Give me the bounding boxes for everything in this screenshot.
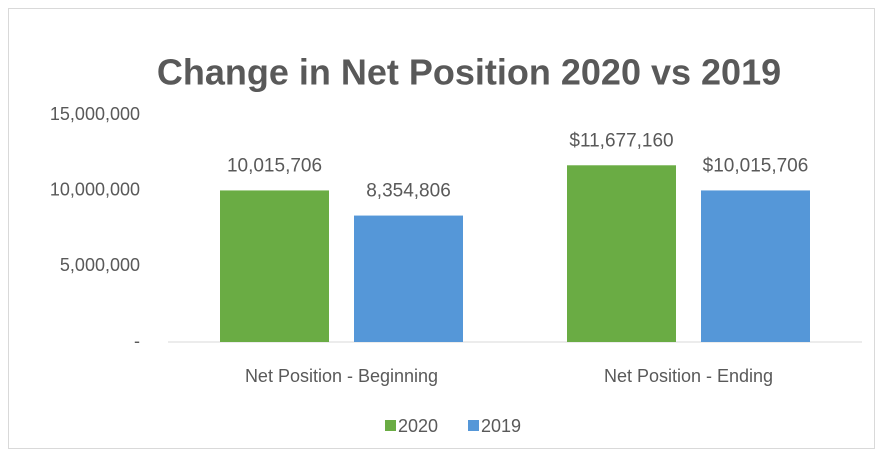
legend-label: 2019	[481, 416, 521, 436]
y-tick-label: -	[134, 331, 140, 351]
x-tick-label: Net Position - Beginning	[245, 366, 438, 386]
value-label: 8,354,806	[366, 181, 451, 202]
value-label: $10,015,706	[703, 155, 809, 176]
bar	[354, 215, 463, 342]
y-tick-label: 5,000,000	[60, 255, 140, 275]
legend-swatch	[468, 420, 479, 431]
bar	[220, 190, 329, 342]
legend-label: 2020	[398, 416, 438, 436]
value-label: 10,015,706	[227, 155, 322, 176]
x-tick-label: Net Position - Ending	[604, 366, 773, 386]
bar	[567, 165, 676, 342]
bar	[701, 190, 810, 342]
y-tick-label: 10,000,000	[50, 179, 140, 199]
value-label: $11,677,160	[569, 130, 673, 151]
chart-title: Change in Net Position 2020 vs 2019	[157, 52, 781, 93]
y-tick-label: 15,000,000	[50, 104, 140, 124]
legend-swatch	[385, 420, 396, 431]
